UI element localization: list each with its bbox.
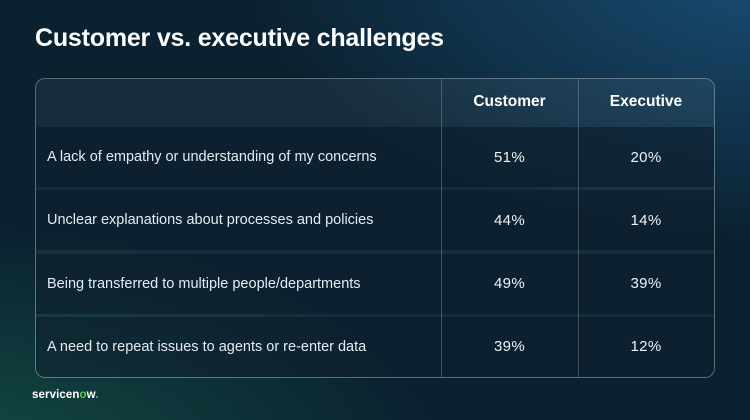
row-label: Unclear explanations about processes and… [47, 212, 374, 229]
customer-value: 49% [494, 275, 525, 293]
customer-value: 44% [494, 211, 525, 229]
table-header-row: Customer Executive [36, 79, 714, 124]
executive-value: 39% [630, 275, 662, 293]
table-row: Unclear explanations about processes and… [36, 190, 714, 251]
table-row: Being transferred to multiple people/dep… [36, 253, 714, 314]
row-label: A lack of empathy or understanding of my… [47, 149, 377, 166]
column-header-customer: Customer [473, 92, 546, 110]
page-title: Customer vs. executive challenges [35, 24, 444, 52]
executive-value: 12% [630, 338, 662, 356]
row-label: Being transferred to multiple people/dep… [47, 275, 361, 292]
table-row: A need to repeat issues to agents or re-… [36, 316, 714, 377]
customer-value: 51% [494, 148, 525, 166]
column-divider [578, 79, 579, 377]
logo-text-suffix: w [86, 389, 96, 401]
servicenow-logo: servicenow. [32, 389, 99, 401]
table-row: A lack of empathy or understanding of my… [36, 127, 714, 188]
column-header-executive: Executive [609, 92, 683, 110]
column-divider [441, 79, 442, 377]
executive-value: 14% [630, 211, 662, 229]
logo-dot: . [95, 389, 99, 401]
executive-value: 20% [630, 148, 662, 166]
customer-value: 39% [494, 338, 525, 356]
row-label: A need to repeat issues to agents or re-… [47, 338, 367, 355]
logo-text-prefix: servicen [32, 389, 80, 401]
logo-accent-o: o [79, 389, 87, 401]
challenges-table: Customer Executive A lack of empathy or … [35, 78, 715, 378]
